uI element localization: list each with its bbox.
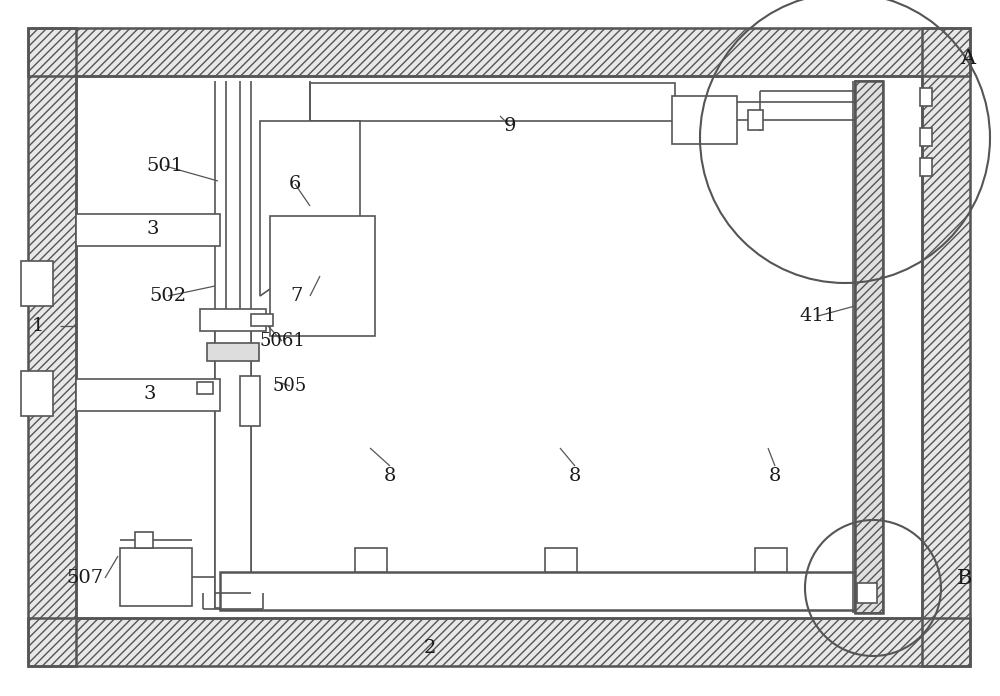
Bar [920,158,932,176]
Bar [120,548,192,606]
Bar [355,548,387,572]
Bar [220,572,855,610]
Bar [215,321,251,608]
Bar [545,548,577,572]
Text: 8: 8 [384,467,396,485]
Text: 1: 1 [32,317,44,335]
Bar [28,618,970,666]
Text: 6: 6 [289,175,301,193]
Bar [240,376,260,426]
Bar [21,261,53,306]
Bar [922,28,970,666]
Bar [755,548,787,572]
Bar [76,214,220,246]
Bar [28,28,76,666]
Text: 3: 3 [144,385,156,403]
Bar [28,28,970,76]
Text: 502: 502 [149,287,187,305]
Text: A: A [960,49,976,68]
Bar [920,128,932,146]
Bar [672,96,737,144]
Bar [76,76,922,618]
Text: 7: 7 [291,287,303,305]
Text: 8: 8 [769,467,781,485]
Text: 2: 2 [424,639,436,657]
Bar [270,216,375,336]
Bar [28,28,970,76]
Bar [28,618,970,666]
Text: 411: 411 [799,307,837,325]
Text: 507: 507 [66,569,104,587]
Bar [748,110,763,130]
Bar [251,314,273,326]
Bar [920,88,932,106]
Text: 8: 8 [569,467,581,485]
Bar [197,382,213,394]
Bar [207,343,259,361]
Bar [21,371,53,416]
Bar [135,532,153,548]
Bar [857,583,877,603]
Text: 5061: 5061 [259,332,305,350]
Bar [28,28,76,666]
Polygon shape [260,121,360,296]
Bar [200,309,266,331]
Bar [76,379,220,411]
Bar [922,28,970,666]
Text: B: B [957,569,973,587]
Text: 3: 3 [147,220,159,238]
Text: 505: 505 [273,377,307,395]
Bar [310,83,675,121]
Text: 9: 9 [504,117,516,135]
Text: 501: 501 [146,157,184,175]
Bar [855,81,883,613]
Bar [855,81,883,613]
